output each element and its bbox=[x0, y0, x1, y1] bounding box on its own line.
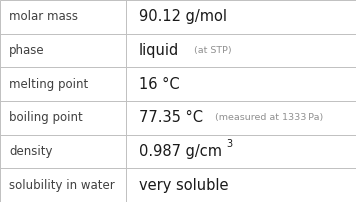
Text: 16 °C: 16 °C bbox=[139, 77, 179, 92]
Text: 0.987 g/cm: 0.987 g/cm bbox=[139, 144, 222, 159]
Text: density: density bbox=[9, 145, 52, 158]
Text: solubility in water: solubility in water bbox=[9, 179, 115, 192]
Text: phase: phase bbox=[9, 44, 44, 57]
Text: liquid: liquid bbox=[139, 43, 179, 58]
Text: (at STP): (at STP) bbox=[194, 46, 232, 55]
Text: melting point: melting point bbox=[9, 78, 88, 91]
Text: (measured at 1333 Pa): (measured at 1333 Pa) bbox=[215, 113, 324, 122]
Text: very soluble: very soluble bbox=[139, 178, 228, 193]
Text: 3: 3 bbox=[226, 139, 232, 149]
Text: 90.12 g/mol: 90.12 g/mol bbox=[139, 9, 227, 24]
Text: boiling point: boiling point bbox=[9, 111, 83, 124]
Text: 77.35 °C: 77.35 °C bbox=[139, 110, 203, 125]
Text: molar mass: molar mass bbox=[9, 10, 78, 23]
